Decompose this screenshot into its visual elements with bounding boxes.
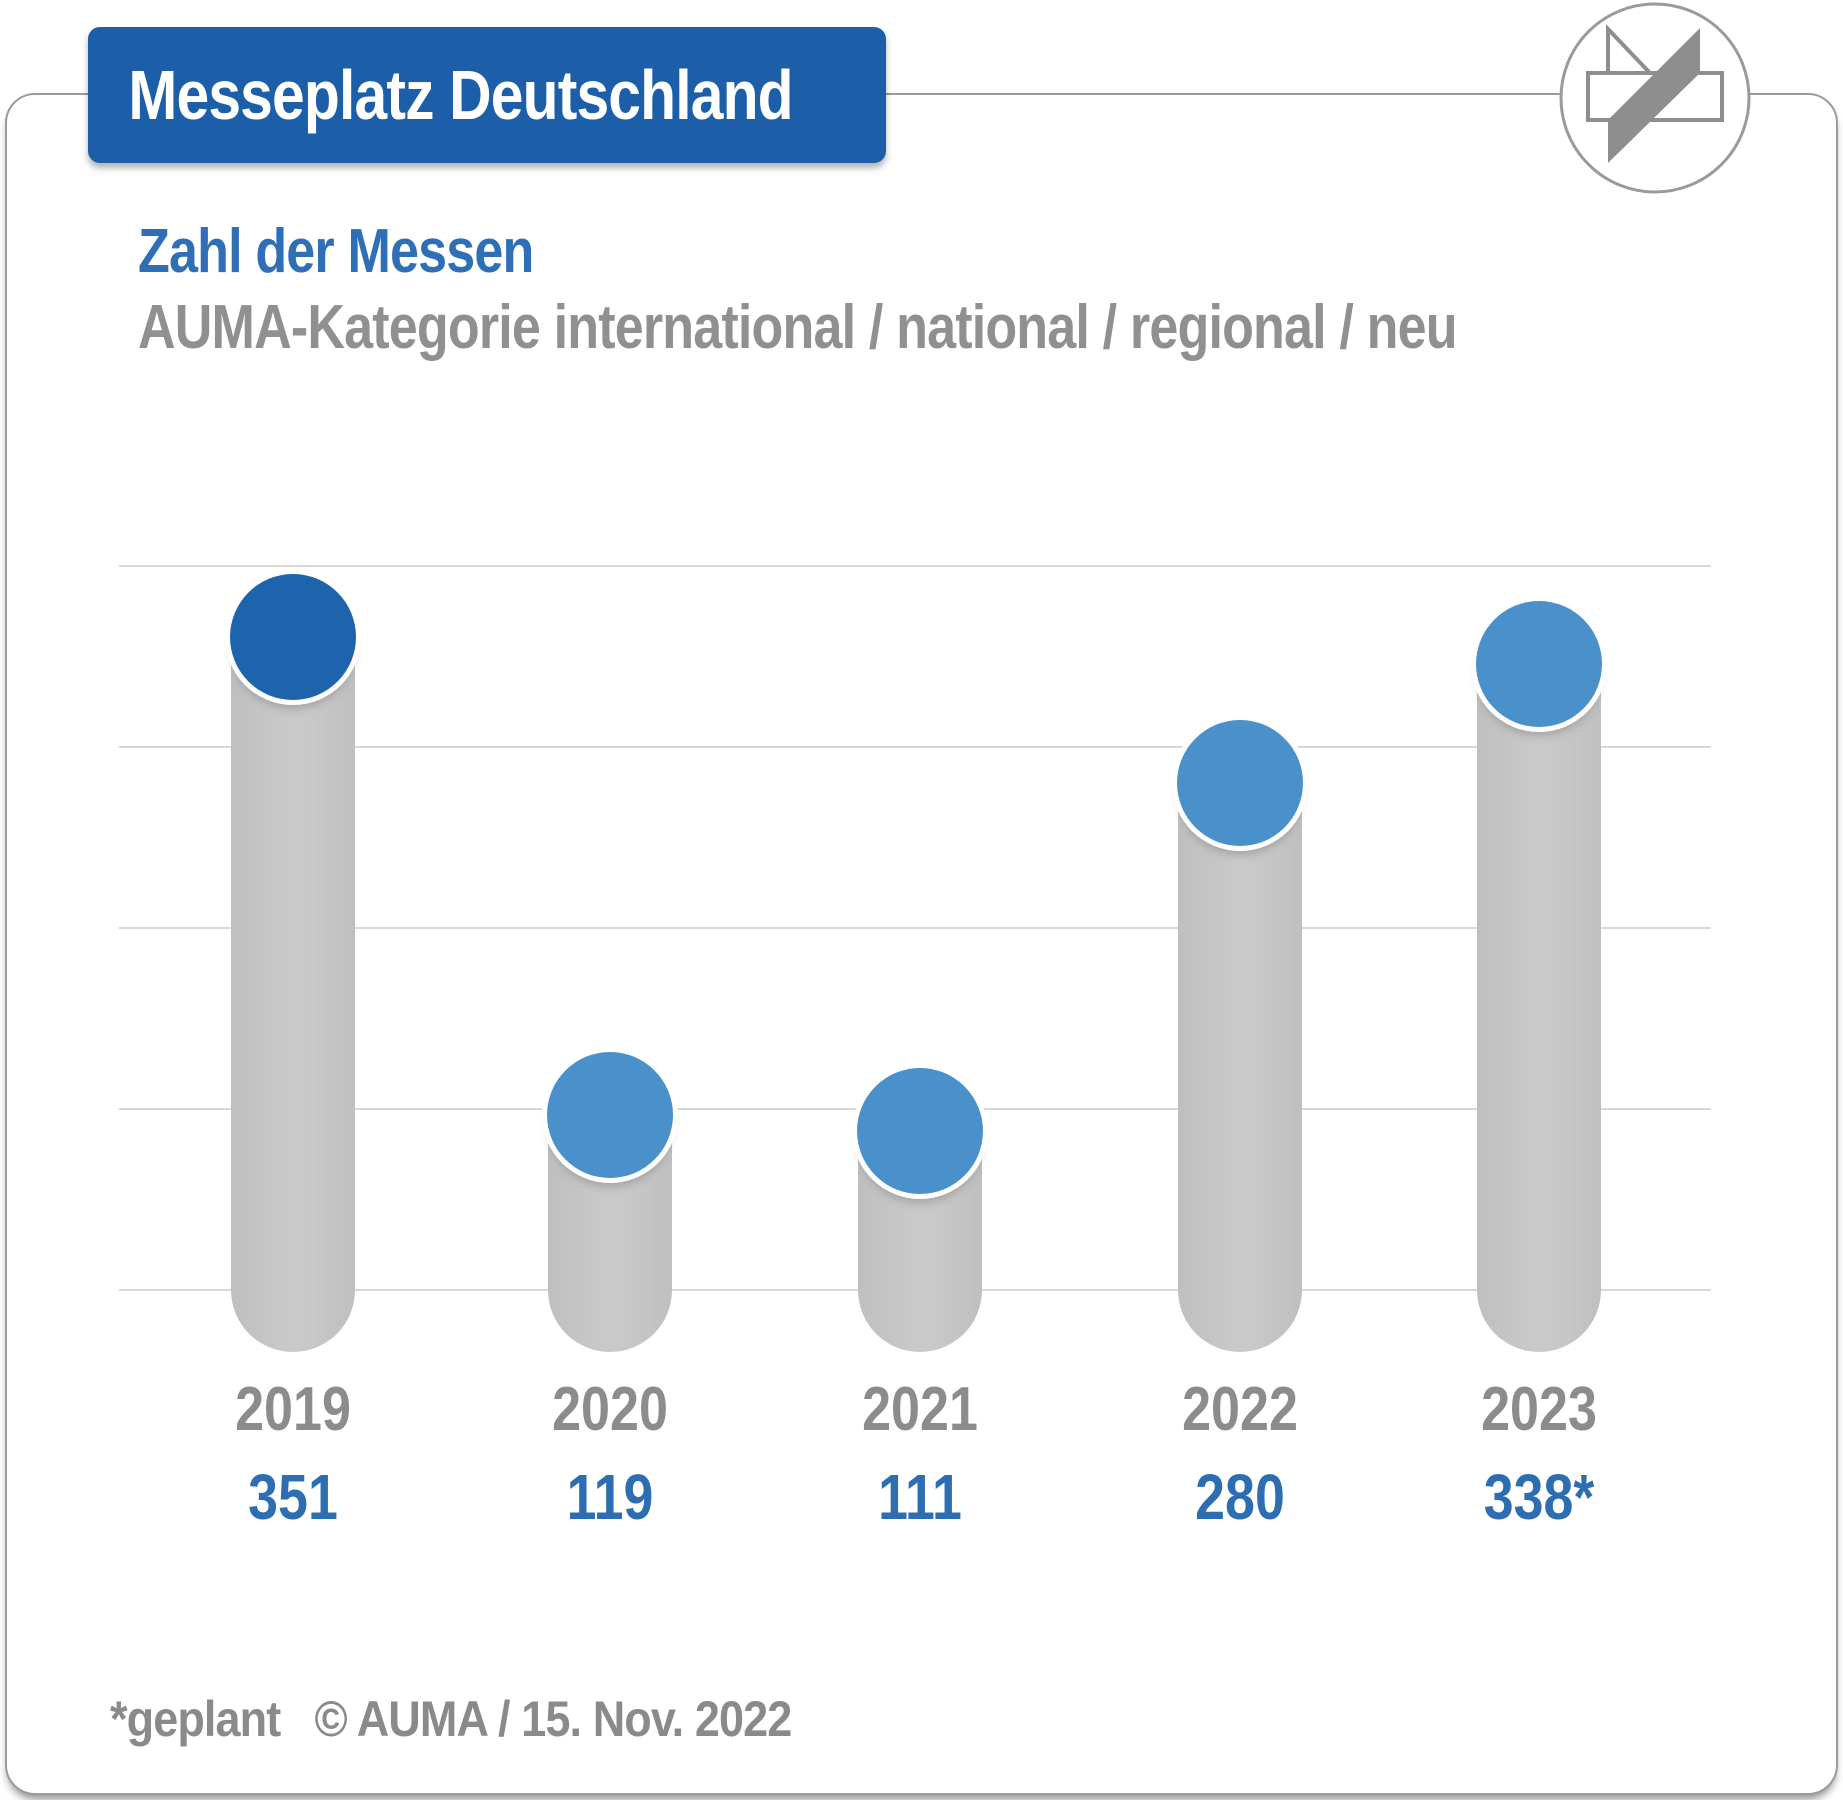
- bar-column-2022: [1178, 783, 1302, 1352]
- year-label-2019: 2019: [235, 1375, 351, 1444]
- data-point-2020: [547, 1052, 673, 1178]
- copyright-text: © AUMA / 15. Nov. 2022: [314, 1691, 793, 1747]
- page-title: Messeplatz Deutschland: [128, 56, 793, 134]
- value-label-2020: 119: [566, 1461, 654, 1533]
- value-label-2019: 351: [248, 1461, 338, 1533]
- year-label-2021: 2021: [862, 1375, 978, 1444]
- data-point-2022: [1177, 720, 1303, 846]
- year-label-2020: 2020: [552, 1375, 668, 1444]
- grid-line: [119, 565, 1711, 567]
- data-point-2019: [230, 574, 356, 700]
- bar-column-2019: [231, 637, 355, 1352]
- data-point-2021: [857, 1068, 983, 1194]
- data-point-2023: [1476, 601, 1602, 727]
- bar-column-2023: [1477, 664, 1601, 1352]
- year-label-2023: 2023: [1481, 1375, 1597, 1444]
- title-banner: Messeplatz Deutschland: [88, 27, 886, 163]
- chart-subtitle: AUMA-Kategorie international / national …: [138, 293, 1458, 362]
- year-label-2022: 2022: [1182, 1375, 1298, 1444]
- value-label-2022: 280: [1195, 1461, 1285, 1533]
- grid-line: [119, 746, 1711, 748]
- grid-line: [119, 927, 1711, 929]
- value-label-2021: 111: [878, 1461, 962, 1533]
- auma-logo-icon: [1559, 2, 1751, 194]
- footnote-geplant: *geplant: [110, 1691, 281, 1747]
- chart-title: Zahl der Messen: [138, 217, 534, 286]
- value-label-2023: 338*: [1483, 1461, 1595, 1533]
- footer: *geplant © AUMA / 15. Nov. 2022: [110, 1690, 793, 1748]
